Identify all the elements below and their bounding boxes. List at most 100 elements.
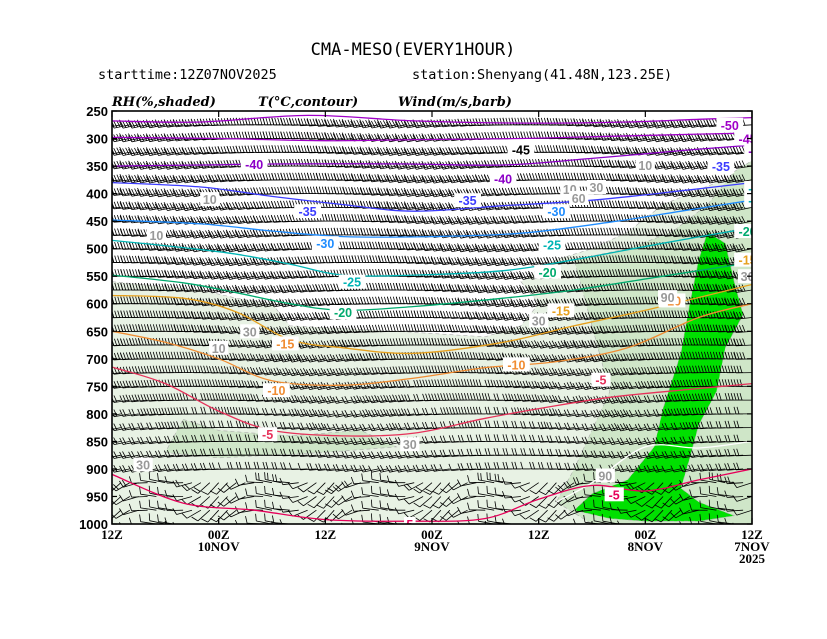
wind-barb [564,523,566,524]
wind-barb [280,172,299,181]
wind-barb [706,449,726,458]
wind-barb [732,508,752,516]
wind-barb [724,311,744,320]
wind-barb [279,505,299,513]
wind-barb [413,324,432,332]
wind-barb [733,392,752,401]
wind-barb [599,283,619,292]
contour-label-bg [240,156,268,171]
x-tick-label: 00Z [421,527,443,542]
wind-barb [688,450,708,458]
wind-barb [368,200,388,209]
wind-barb [379,486,397,497]
wind-barb [235,420,255,429]
wind-barb [547,482,566,495]
wind-barb [724,504,744,512]
wind-barb [155,450,175,458]
wind-barb [155,269,175,278]
wind-barb [440,337,459,346]
wind-barb [475,365,495,374]
wind-barb [644,324,664,333]
wind-barb [128,394,148,403]
wind-barb [119,409,139,417]
wind-barb [261,242,281,252]
wind-barb [403,509,424,519]
x-tick-label: 00Z [634,527,656,542]
wind-barb [715,324,735,333]
wind-barb [199,146,219,155]
wind-barb [298,186,317,194]
wind-barb [457,324,477,333]
wind-barb [182,310,201,319]
wind-barb [235,173,255,182]
wind-barb [333,283,353,292]
wind-barb [679,521,699,524]
wind-barb [209,365,228,374]
wind-barb [307,509,326,522]
wind-barb [733,311,752,320]
wind-barb [262,172,281,181]
contour-label-bg [716,117,744,132]
wind-barb [609,502,628,511]
wind-barb [501,215,521,224]
wind-barb [626,214,646,222]
wind-barb [644,296,664,305]
wind-barb [279,214,299,223]
wind-barb [502,477,521,485]
wind-barb [217,393,237,401]
wind-barb [234,506,255,514]
wind-barb [395,228,415,237]
wind-barb [662,269,681,277]
wind-barb [154,119,175,128]
wind-barb [324,132,344,141]
x-tick-label: 12Z [101,527,123,542]
wind-barb [644,338,664,347]
wind-barb [662,282,681,291]
wind-barb [244,380,264,388]
wind-barb [457,146,477,155]
wind-barb [395,310,415,318]
wind-barb [697,379,717,387]
wind-barb [253,407,273,416]
wind-barb [662,496,682,508]
wind-barb [129,324,148,332]
wind-barb [671,523,672,524]
wind-barb [191,365,210,374]
wind-barb [671,282,690,291]
wind-barb [422,337,441,346]
contour-label-bg [707,159,735,174]
contour-label-text: -20 [739,225,757,239]
wind-barb [537,407,557,416]
wind-barb [315,297,335,306]
wind-barb [112,427,113,429]
wind-barb [163,449,184,458]
wind-barb [698,351,717,360]
y-tick-label: 450 [86,214,108,229]
temperature-contour--40 [112,144,752,167]
wind-barb [306,523,308,524]
wind-barb [279,284,299,294]
wind-barb [342,173,361,182]
wind-barb [591,269,610,278]
wind-barb [591,227,610,236]
wind-barb [164,407,184,416]
wind-barb [172,118,193,128]
wind-barb [529,482,548,495]
wind-barb [626,173,646,182]
wind-barb [217,325,237,334]
wind-barb [217,352,237,361]
wind-barb [146,324,166,332]
wind-barb [315,325,335,335]
wind-barb [190,132,210,141]
wind-barb [625,509,646,518]
wind-barb [351,227,370,236]
wind-barb [617,227,637,236]
wind-barb [608,325,628,334]
y-tick-label: 950 [86,489,108,504]
wind-barb [371,499,388,511]
wind-barb [654,496,673,509]
wind-barb [555,131,575,140]
wind-barb [369,282,388,291]
wind-barb [680,310,699,318]
